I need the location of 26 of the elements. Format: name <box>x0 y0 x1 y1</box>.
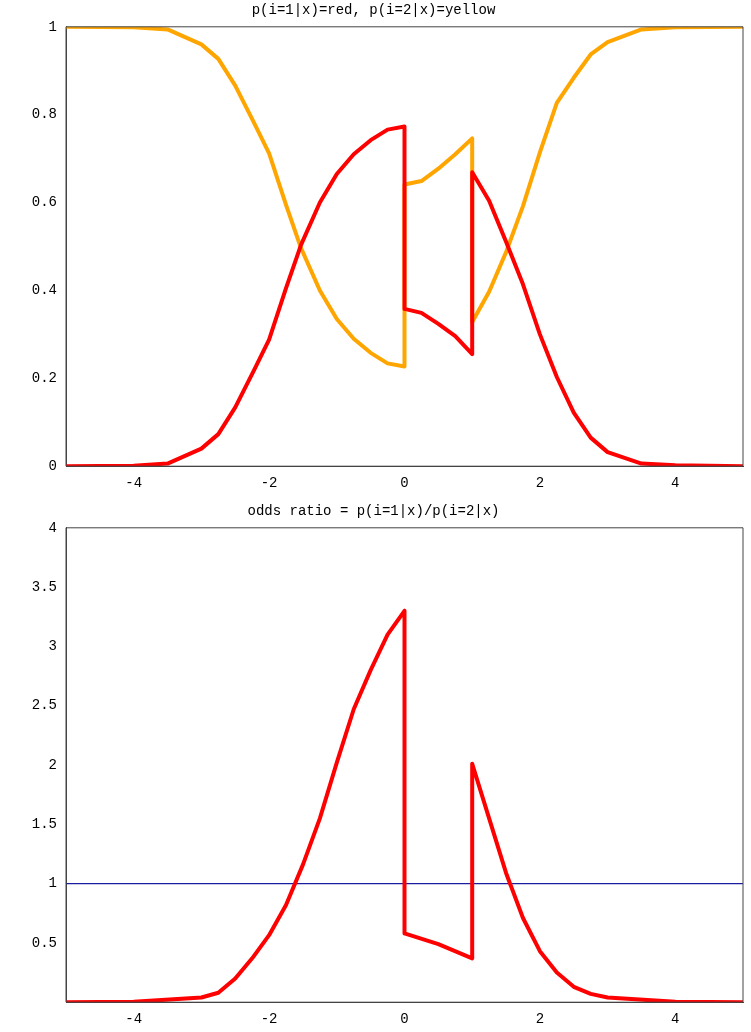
x-tick-label: 0 <box>400 475 409 492</box>
y-tick-label: 3 <box>48 638 57 655</box>
chart-title: p(i=1|x)=red, p(i=2|x)=yellow <box>251 2 496 19</box>
y-tick-label: 0 <box>48 457 57 474</box>
y-tick-label: 3.5 <box>31 578 57 595</box>
x-tick-label: 2 <box>535 1011 545 1028</box>
x-tick-label: 2 <box>535 475 545 492</box>
x-tick-label: -4 <box>125 1011 143 1028</box>
y-tick-label: 0.8 <box>31 106 57 123</box>
y-tick-label: 0.2 <box>31 370 57 387</box>
y-tick-label: 1.5 <box>31 816 57 832</box>
y-tick-label: 0.5 <box>31 934 57 951</box>
y-tick-label: 0.6 <box>31 194 57 211</box>
x-tick-label: -4 <box>125 475 143 492</box>
x-tick-label: 4 <box>671 475 680 492</box>
x-tick-label: -2 <box>260 475 278 492</box>
y-tick-label: 2 <box>48 756 57 773</box>
y-tick-label: 1 <box>48 875 57 892</box>
x-tick-label: 0 <box>400 1011 409 1028</box>
x-tick-label: 4 <box>671 1011 680 1028</box>
y-tick-label: 4 <box>48 519 57 536</box>
y-tick-label: 0.4 <box>31 282 57 299</box>
y-tick-label: 2.5 <box>31 697 57 714</box>
chart-title: odds ratio = p(i=1|x)/p(i=2|x) <box>247 503 500 520</box>
y-tick-label: 1 <box>48 18 57 35</box>
x-tick-label: -2 <box>260 1011 278 1028</box>
